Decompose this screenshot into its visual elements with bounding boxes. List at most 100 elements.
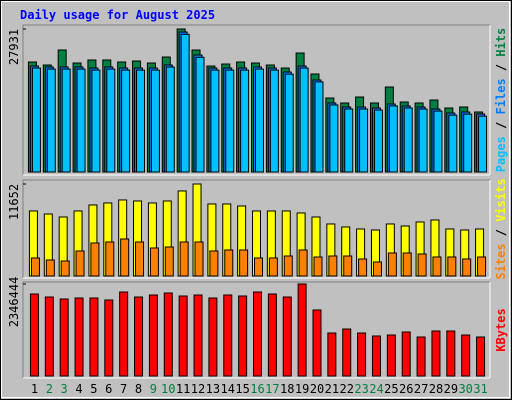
- legend-entry: Files: [494, 78, 508, 114]
- bar: [195, 56, 205, 173]
- bar: [254, 257, 263, 277]
- x-tick-label: 28: [429, 382, 443, 396]
- bar: [342, 328, 352, 377]
- bar: [76, 68, 86, 173]
- bar: [150, 69, 160, 173]
- bar: [61, 68, 71, 173]
- bar: [209, 250, 219, 277]
- bar: [224, 249, 234, 277]
- x-tick-label: 12: [191, 382, 205, 396]
- x-tick-label: 18: [280, 382, 294, 396]
- chart-title: Daily usage for August 2025: [20, 8, 215, 22]
- bar: [165, 66, 175, 173]
- y-tick-label: 11652: [7, 184, 21, 220]
- bar: [403, 107, 413, 173]
- bar: [238, 295, 248, 377]
- legend-entry: KBytes: [494, 308, 508, 351]
- bar: [402, 252, 412, 277]
- bar: [106, 68, 116, 173]
- bar: [313, 256, 323, 277]
- bar: [299, 67, 309, 173]
- bar: [193, 294, 203, 377]
- bar: [31, 67, 41, 173]
- bar: [269, 69, 279, 173]
- bar: [30, 257, 40, 277]
- bar: [121, 69, 131, 173]
- legend: Sites / Visits: [494, 178, 508, 279]
- bar: [357, 332, 367, 377]
- bar: [164, 246, 174, 277]
- bar: [255, 68, 264, 173]
- bar: [180, 33, 190, 173]
- bar: [416, 336, 426, 377]
- x-tick-label: 2: [46, 382, 53, 396]
- x-tick-label: 7: [120, 382, 127, 396]
- x-tick-label: 15: [235, 382, 249, 396]
- x-tick-label: 11: [176, 382, 190, 396]
- bar: [135, 241, 145, 277]
- x-tick-label: 4: [75, 382, 82, 396]
- bar: [240, 69, 250, 173]
- bar: [447, 256, 457, 277]
- bar: [431, 330, 441, 377]
- x-tick-label: 8: [135, 382, 142, 396]
- bar: [208, 297, 218, 377]
- bar: [314, 81, 324, 173]
- bar: [388, 105, 398, 173]
- bar: [136, 69, 146, 173]
- bar: [462, 258, 472, 277]
- x-tick-label: 10: [161, 382, 175, 396]
- bar: [178, 295, 188, 377]
- legend: KBytes: [494, 308, 508, 351]
- x-tick-label: 13: [206, 382, 220, 396]
- legend-entry: Sites: [494, 243, 508, 279]
- x-tick-label: 30: [458, 382, 472, 396]
- bar: [463, 113, 473, 173]
- bar: [148, 294, 158, 377]
- bar: [461, 334, 471, 377]
- bar: [417, 253, 427, 277]
- bar: [359, 108, 369, 173]
- bar: [210, 69, 220, 173]
- bar: [282, 296, 292, 377]
- bar: [477, 256, 487, 277]
- bar: [329, 104, 339, 173]
- bar: [284, 73, 294, 173]
- bar: [267, 293, 277, 377]
- bar: [446, 330, 456, 377]
- x-tick-label: 23: [354, 382, 368, 396]
- bar: [328, 255, 338, 277]
- legend-separator: /: [494, 114, 508, 136]
- x-tick-label: 31: [473, 382, 487, 396]
- bar: [59, 298, 69, 377]
- bar: [478, 115, 488, 173]
- x-tick-label: 14: [221, 382, 235, 396]
- x-tick-label: 22: [339, 382, 353, 396]
- bar: [179, 241, 189, 277]
- bar: [312, 309, 322, 377]
- x-tick-label: 29: [444, 382, 458, 396]
- bar: [401, 331, 411, 377]
- bar: [163, 292, 173, 377]
- legend-entry: Hits: [494, 28, 508, 57]
- bar: [120, 238, 130, 277]
- bar: [344, 108, 354, 173]
- bar: [225, 69, 235, 173]
- x-tick-label: 20: [310, 382, 324, 396]
- legend-entry: Visits: [494, 178, 508, 221]
- bar: [134, 296, 144, 377]
- x-tick-label: 6: [105, 382, 112, 396]
- x-tick-label: 9: [150, 382, 157, 396]
- bar: [327, 332, 337, 377]
- bar: [60, 260, 70, 277]
- bar: [194, 241, 204, 277]
- y-tick-label: 27931: [7, 29, 21, 65]
- bar: [75, 250, 85, 277]
- bar: [74, 297, 84, 377]
- bar: [432, 256, 442, 277]
- bar: [387, 252, 397, 277]
- x-tick-label: 1: [31, 382, 38, 396]
